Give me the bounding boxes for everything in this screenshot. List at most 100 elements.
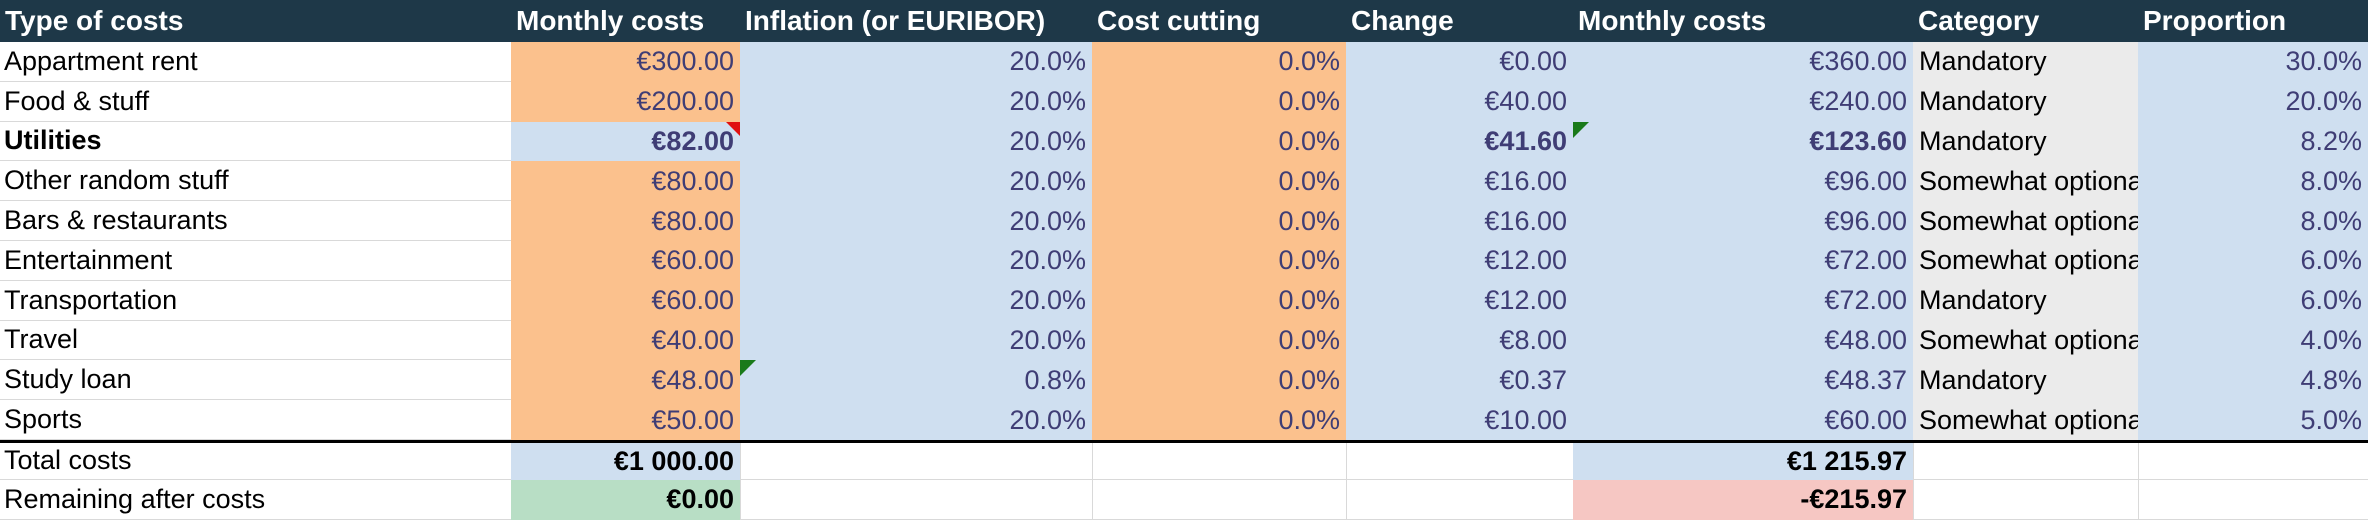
column-header-change[interactable]: Change — [1351, 5, 1454, 36]
cell-new-monthly-costs[interactable]: €96.00 — [1573, 161, 1913, 202]
cell-new-monthly-costs[interactable]: €72.00 — [1573, 280, 1913, 321]
column-header-proportion[interactable]: Proportion — [2143, 5, 2287, 36]
cell-change[interactable]: €12.00 — [1346, 280, 1573, 321]
cell-new-monthly-costs[interactable]: €360.00 — [1573, 42, 1913, 82]
cell-inflation[interactable]: 20.0% — [740, 201, 1092, 241]
column-header-inflation[interactable]: Inflation (or EURIBOR) — [745, 5, 1046, 36]
cell-empty[interactable] — [1092, 479, 1346, 520]
cell-proportion[interactable]: 30.0% — [2138, 42, 2368, 82]
cell-label[interactable]: Remaining after costs — [0, 479, 511, 520]
cell-cost-cutting[interactable]: 0.0% — [1092, 360, 1346, 401]
cell-inflation[interactable]: 20.0% — [740, 42, 1092, 82]
cell-label[interactable]: Sports — [0, 400, 511, 440]
cell-cost-cutting[interactable]: 0.0% — [1092, 280, 1346, 321]
cell-category[interactable]: Somewhat optiona — [1913, 320, 2138, 361]
cell-category[interactable]: Somewhat optiona — [1913, 240, 2138, 281]
cell-new-monthly-costs[interactable]: €96.00 — [1573, 201, 1913, 241]
cell-new-monthly-costs[interactable]: €48.00 — [1573, 320, 1913, 361]
cell-monthly-costs[interactable]: €80.00 — [511, 201, 740, 241]
cell-empty[interactable] — [1913, 479, 2138, 520]
cell-label[interactable]: Food & stuff — [0, 81, 511, 122]
cell-monthly-costs[interactable]: €300.00 — [511, 42, 740, 82]
cell-change[interactable]: €40.00 — [1346, 81, 1573, 122]
cell-cost-cutting[interactable]: 0.0% — [1092, 121, 1346, 162]
cell-inflation[interactable]: 20.0% — [740, 121, 1092, 162]
cell-proportion[interactable]: 4.8% — [2138, 360, 2368, 401]
cell-label[interactable]: Travel — [0, 320, 511, 361]
cell-proportion[interactable]: 8.2% — [2138, 121, 2368, 162]
cell-empty[interactable] — [2138, 442, 2368, 480]
cell-inflation[interactable]: 20.0% — [740, 240, 1092, 281]
cell-cost-cutting[interactable]: 0.0% — [1092, 42, 1346, 82]
cell-category[interactable]: Mandatory — [1913, 81, 2138, 122]
cell-remaining-new-monthly-costs[interactable]: -€215.97 — [1573, 479, 1913, 520]
cell-inflation[interactable]: 20.0% — [740, 400, 1092, 440]
cell-empty[interactable] — [1913, 442, 2138, 480]
cell-category[interactable]: Somewhat optiona — [1913, 161, 2138, 202]
cell-label[interactable]: Other random stuff — [0, 161, 511, 202]
cell-proportion[interactable]: 5.0% — [2138, 400, 2368, 440]
cell-monthly-costs[interactable]: €60.00 — [511, 240, 740, 281]
column-header-cost-cutting[interactable]: Cost cutting — [1097, 5, 1261, 36]
cell-change[interactable]: €10.00 — [1346, 400, 1573, 440]
cell-label[interactable]: Total costs — [0, 442, 511, 480]
cell-monthly-costs[interactable]: €80.00 — [511, 161, 740, 202]
cell-cost-cutting[interactable]: 0.0% — [1092, 400, 1346, 440]
cell-label[interactable]: Study loan — [0, 360, 511, 401]
column-header-category[interactable]: Category — [1918, 5, 2040, 36]
cell-cost-cutting[interactable]: 0.0% — [1092, 201, 1346, 241]
cell-change[interactable]: €41.60 — [1346, 121, 1573, 162]
cell-inflation[interactable]: 20.0% — [740, 161, 1092, 202]
cell-category[interactable]: Mandatory — [1913, 280, 2138, 321]
cell-proportion[interactable]: 8.0% — [2138, 201, 2368, 241]
column-header-new-monthly-costs[interactable]: Monthly costs — [1578, 5, 1767, 36]
cell-label[interactable]: Appartment rent — [0, 42, 511, 82]
cell-inflation[interactable]: 20.0% — [740, 280, 1092, 321]
cell-label[interactable]: Bars & restaurants — [0, 201, 511, 241]
cell-empty[interactable] — [740, 479, 1092, 520]
cell-category[interactable]: Mandatory — [1913, 42, 2138, 82]
cell-change[interactable]: €0.37 — [1346, 360, 1573, 401]
cell-proportion[interactable]: 6.0% — [2138, 280, 2368, 321]
cell-change[interactable]: €0.00 — [1346, 42, 1573, 82]
column-header-monthly-costs[interactable]: Monthly costs — [516, 5, 705, 36]
cell-total-new-monthly-costs[interactable]: €1 215.97 — [1573, 442, 1913, 480]
cell-empty[interactable] — [2138, 479, 2368, 520]
cell-change[interactable]: €16.00 — [1346, 201, 1573, 241]
cell-cost-cutting[interactable]: 0.0% — [1092, 161, 1346, 202]
cell-label[interactable]: Transportation — [0, 280, 511, 321]
cell-new-monthly-costs[interactable]: €48.37 — [1573, 360, 1913, 401]
cell-proportion[interactable]: 4.0% — [2138, 320, 2368, 361]
cell-empty[interactable] — [1092, 442, 1346, 480]
cell-category[interactable]: Mandatory — [1913, 121, 2138, 162]
cell-monthly-costs[interactable]: €60.00 — [511, 280, 740, 321]
cell-cost-cutting[interactable]: 0.0% — [1092, 240, 1346, 281]
cell-inflation[interactable]: 20.0% — [740, 81, 1092, 122]
cell-proportion[interactable]: 6.0% — [2138, 240, 2368, 281]
cell-empty[interactable] — [740, 442, 1092, 480]
cell-cost-cutting[interactable]: 0.0% — [1092, 320, 1346, 361]
cell-category[interactable]: Somewhat optiona — [1913, 400, 2138, 440]
cell-change[interactable]: €12.00 — [1346, 240, 1573, 281]
cell-change[interactable]: €8.00 — [1346, 320, 1573, 361]
cell-new-monthly-costs[interactable]: €240.00 — [1573, 81, 1913, 122]
cell-monthly-costs[interactable]: €200.00 — [511, 81, 740, 122]
cell-cost-cutting[interactable]: 0.0% — [1092, 81, 1346, 122]
cell-new-monthly-costs[interactable]: €123.60 — [1573, 121, 1913, 162]
cell-monthly-costs[interactable]: €40.00 — [511, 320, 740, 361]
cell-label[interactable]: Entertainment — [0, 240, 511, 281]
cell-monthly-costs[interactable]: €48.00 — [511, 360, 740, 401]
cell-inflation[interactable]: 0.8% — [740, 360, 1092, 401]
cell-label[interactable]: Utilities — [0, 121, 511, 162]
cell-inflation[interactable]: 20.0% — [740, 320, 1092, 361]
cell-change[interactable]: €16.00 — [1346, 161, 1573, 202]
cell-empty[interactable] — [1346, 442, 1573, 480]
cell-new-monthly-costs[interactable]: €72.00 — [1573, 240, 1913, 281]
cell-new-monthly-costs[interactable]: €60.00 — [1573, 400, 1913, 440]
cell-monthly-costs[interactable]: €82.00 — [511, 121, 740, 162]
cell-total-monthly-costs[interactable]: €1 000.00 — [511, 442, 740, 480]
cell-monthly-costs[interactable]: €50.00 — [511, 400, 740, 440]
cell-proportion[interactable]: 20.0% — [2138, 81, 2368, 122]
cell-proportion[interactable]: 8.0% — [2138, 161, 2368, 202]
cell-empty[interactable] — [1346, 479, 1573, 520]
